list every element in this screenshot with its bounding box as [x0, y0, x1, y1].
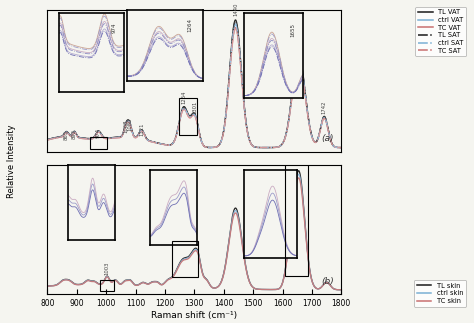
Text: 1742: 1742 [322, 100, 327, 113]
Text: 1301: 1301 [192, 100, 197, 113]
Text: 1440: 1440 [233, 2, 238, 16]
Bar [172, 241, 198, 277]
Legend: TL skin, ctrl skin, TC skin: TL skin, ctrl skin, TC skin [414, 280, 466, 307]
Text: 1121: 1121 [139, 123, 144, 136]
Text: 1080: 1080 [127, 117, 132, 130]
Text: 892: 892 [72, 129, 77, 139]
X-axis label: Raman shift (cm⁻¹): Raman shift (cm⁻¹) [151, 311, 237, 319]
Text: 865: 865 [64, 130, 69, 141]
Bar [100, 280, 114, 291]
Text: 1655: 1655 [296, 39, 301, 53]
Text: (b): (b) [321, 277, 334, 286]
Text: 1068: 1068 [124, 120, 128, 133]
Text: 1003: 1003 [105, 262, 109, 276]
Bar [285, 143, 309, 276]
Bar [90, 137, 107, 149]
Text: 974: 974 [96, 128, 101, 138]
Text: Relative Intensity: Relative Intensity [8, 125, 16, 198]
Text: (a): (a) [321, 134, 334, 143]
Text: 1264: 1264 [181, 90, 186, 104]
Bar [179, 98, 197, 135]
Legend: TL VAT, ctrl VAT, TC VAT, TL SAT, ctrl SAT, TC SAT: TL VAT, ctrl VAT, TC VAT, TL SAT, ctrl S… [415, 6, 466, 56]
